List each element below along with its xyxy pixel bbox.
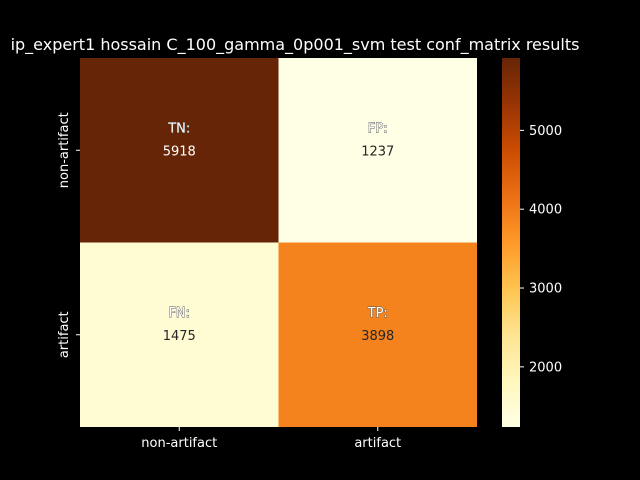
heatmap-cell bbox=[80, 242, 279, 427]
x-tick-label: non-artifact bbox=[141, 436, 217, 451]
colorbar-tick-label: 3000 bbox=[529, 282, 562, 297]
colorbar-tick-label: 4000 bbox=[529, 203, 562, 218]
cell-value: 1475 bbox=[163, 329, 196, 344]
cell-label: FN: bbox=[168, 306, 190, 321]
y-tick-label: non-artifact bbox=[57, 112, 72, 188]
colorbar-tick-label: 5000 bbox=[529, 124, 562, 139]
x-tick-label: artifact bbox=[354, 436, 401, 451]
heatmap-cell bbox=[278, 58, 477, 243]
cell-value: 3898 bbox=[361, 329, 394, 344]
colorbar bbox=[502, 58, 520, 427]
y-tick-label: artifact bbox=[57, 311, 72, 358]
cell-value: 5918 bbox=[163, 144, 196, 159]
heatmap-cell bbox=[278, 242, 477, 427]
cell-value: 1237 bbox=[361, 144, 394, 159]
cell-label: TN: bbox=[167, 121, 190, 136]
chart-title: ip_expert1 hossain C_100_gamma_0p001_svm… bbox=[11, 35, 580, 55]
heatmap-cell bbox=[80, 58, 279, 243]
cell-label: FP: bbox=[368, 121, 388, 136]
colorbar-tick-label: 2000 bbox=[529, 360, 562, 375]
cell-label: TP: bbox=[367, 306, 388, 321]
